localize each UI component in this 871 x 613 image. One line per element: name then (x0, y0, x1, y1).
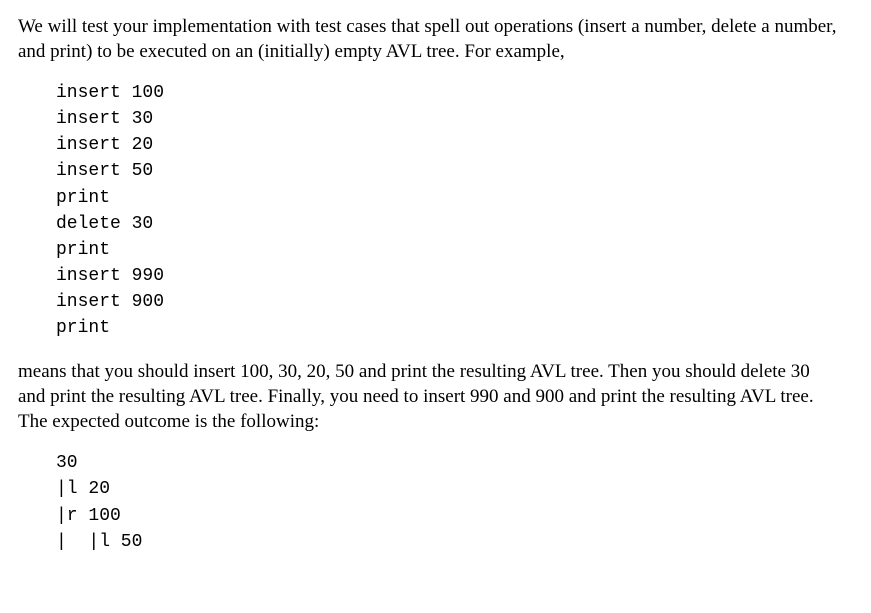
operations-code-block: insert 100 insert 30 insert 20 insert 50… (56, 80, 853, 341)
intro-paragraph: We will test your implementation with te… (18, 14, 838, 64)
explanation-paragraph: means that you should insert 100, 30, 20… (18, 359, 838, 434)
output-code-block: 30 |l 20 |r 100 | |l 50 (56, 450, 853, 554)
